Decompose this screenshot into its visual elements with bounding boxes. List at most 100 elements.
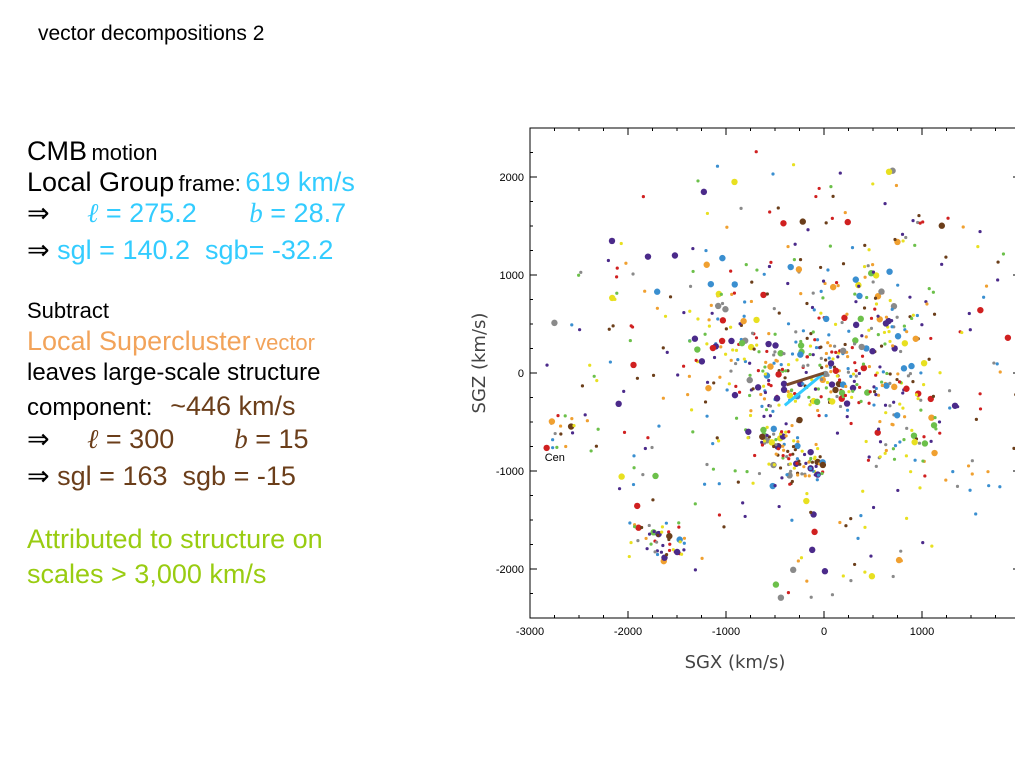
scatter-point: [798, 462, 802, 466]
scatter-point: [838, 389, 846, 397]
scatter-point: [551, 438, 555, 442]
scatter-point: [913, 243, 917, 247]
scatter-point: [543, 444, 550, 452]
scatter-point: [731, 281, 738, 288]
scatter-point: [1004, 334, 1012, 341]
scatter-point: [917, 213, 921, 218]
scatter-point: [1012, 446, 1015, 451]
scatter-point: [795, 436, 800, 440]
scatter-point: [659, 550, 664, 554]
scatter-point: [811, 353, 815, 357]
scatter-point: [878, 455, 882, 459]
scatter-point: [911, 313, 915, 317]
scatter-point: [717, 482, 721, 486]
scatter-point: [970, 472, 974, 476]
scatter-point: [764, 360, 768, 364]
scatter-point: [905, 330, 909, 334]
scatter-point: [923, 474, 927, 478]
scatter-point: [819, 377, 824, 382]
scatter-point: [968, 328, 972, 332]
scatter-point: [767, 382, 771, 386]
scatter-point: [682, 536, 687, 540]
scatter-point: [661, 346, 665, 350]
scatter-point: [845, 415, 849, 419]
local-group-label: Local Group: [27, 167, 175, 197]
lsc-lb-line: ⇒ ℓ = 300 b = 15: [27, 424, 467, 454]
scatter-point: [891, 383, 898, 391]
scatter-point: [805, 301, 809, 306]
scatter-point: [977, 306, 984, 314]
scatter-point: [825, 364, 829, 368]
scatter-point: [749, 299, 754, 304]
scatter-point: [784, 430, 788, 434]
scatter-point: [629, 324, 633, 328]
scatter-point: [852, 337, 859, 344]
scatter-point: [828, 398, 836, 405]
cmb-sgb-value: -32.2: [271, 235, 334, 265]
scatter-point: [960, 330, 964, 335]
scatter-point: [986, 470, 990, 474]
lsc-b-value: = 15: [255, 424, 309, 454]
scatter-point: [905, 426, 909, 430]
scatter-point: [823, 281, 827, 286]
scatter-point: [853, 361, 857, 365]
scatter-point: [821, 568, 829, 575]
scatter-point: [866, 458, 871, 462]
scatter-point: [837, 378, 842, 382]
scatter-point: [914, 393, 919, 397]
scatter-point: [767, 462, 771, 466]
scatter-point: [820, 471, 824, 476]
scatter-point: [618, 473, 625, 480]
scatter-point: [911, 438, 918, 446]
scatter-point: [632, 466, 636, 470]
scatter-point: [961, 225, 965, 229]
scatter-point: [765, 349, 769, 354]
leaves-line: leaves large-scale structure: [27, 361, 467, 385]
scatter-point: [919, 371, 923, 375]
scatter-point: [896, 283, 900, 287]
scatter-point: [703, 261, 710, 268]
y-tick-label: 2000: [500, 172, 524, 184]
scatter-point: [809, 456, 813, 461]
scatter-point: [854, 369, 858, 373]
scatter-point: [871, 280, 875, 284]
attributed-line-2: scales > 3,000 km/s: [27, 559, 267, 589]
scatter-point: [854, 374, 858, 378]
lsc-label: Local Supercluster: [27, 326, 251, 356]
scatter-point: [921, 440, 929, 447]
scatter-point: [996, 260, 1000, 264]
scatter-point: [819, 345, 823, 349]
scatter-point: [622, 389, 626, 393]
scatter-point: [768, 210, 772, 214]
scatter-point: [787, 457, 791, 461]
scatter-point: [703, 332, 707, 336]
scatter-point: [874, 393, 878, 397]
scatter-point: [944, 255, 948, 259]
scatter-point: [705, 211, 710, 216]
scatter-point: [792, 439, 796, 443]
scatter-point: [715, 436, 719, 440]
scatter-point: [805, 355, 809, 359]
scatter-point: [891, 423, 895, 427]
scatter-point: [771, 172, 775, 176]
scatter-point: [725, 388, 729, 392]
scatter-point: [874, 302, 879, 306]
scatter-point: [781, 456, 785, 460]
scatter-point: [794, 442, 801, 450]
scatter-point: [929, 439, 933, 443]
scatter-point: [718, 375, 722, 379]
x-tick-label: -3000: [516, 626, 544, 638]
scatter-point: [715, 164, 720, 168]
scatter-point: [761, 369, 765, 373]
scatter-point: [873, 307, 877, 311]
scatter-point: [664, 552, 669, 557]
scatter-point: [595, 379, 599, 383]
scatter-point: [940, 262, 944, 266]
scatter-point: [900, 365, 908, 372]
scatter-point: [772, 444, 776, 449]
scatter-point: [843, 210, 847, 215]
scatter-point: [743, 359, 748, 364]
scatter-point: [934, 427, 938, 431]
scatter-point: [689, 408, 694, 412]
scatter-point: [937, 420, 942, 424]
